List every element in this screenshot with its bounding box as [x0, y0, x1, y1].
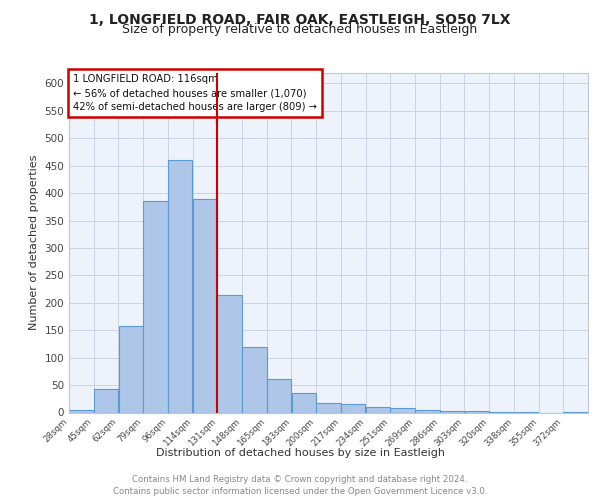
- Text: Distribution of detached houses by size in Eastleigh: Distribution of detached houses by size …: [155, 448, 445, 458]
- Bar: [69, 410, 94, 412]
- Bar: [440, 411, 464, 412]
- Y-axis label: Number of detached properties: Number of detached properties: [29, 155, 39, 330]
- Bar: [94, 390, 118, 412]
- Bar: [415, 410, 440, 412]
- Bar: [193, 198, 217, 412]
- Bar: [365, 407, 390, 412]
- Bar: [119, 326, 143, 412]
- Bar: [341, 404, 365, 412]
- Bar: [292, 394, 316, 412]
- Bar: [267, 378, 292, 412]
- Bar: [143, 202, 168, 412]
- Text: 1 LONGFIELD ROAD: 116sqm
← 56% of detached houses are smaller (1,070)
42% of sem: 1 LONGFIELD ROAD: 116sqm ← 56% of detach…: [73, 74, 317, 112]
- Bar: [391, 408, 415, 412]
- Text: Size of property relative to detached houses in Eastleigh: Size of property relative to detached ho…: [122, 22, 478, 36]
- Bar: [242, 346, 266, 412]
- Text: 1, LONGFIELD ROAD, FAIR OAK, EASTLEIGH, SO50 7LX: 1, LONGFIELD ROAD, FAIR OAK, EASTLEIGH, …: [89, 12, 511, 26]
- Text: Contains public sector information licensed under the Open Government Licence v3: Contains public sector information licen…: [113, 486, 487, 496]
- Text: Contains HM Land Registry data © Crown copyright and database right 2024.: Contains HM Land Registry data © Crown c…: [132, 476, 468, 484]
- Bar: [217, 294, 242, 412]
- Bar: [168, 160, 193, 412]
- Bar: [316, 403, 341, 412]
